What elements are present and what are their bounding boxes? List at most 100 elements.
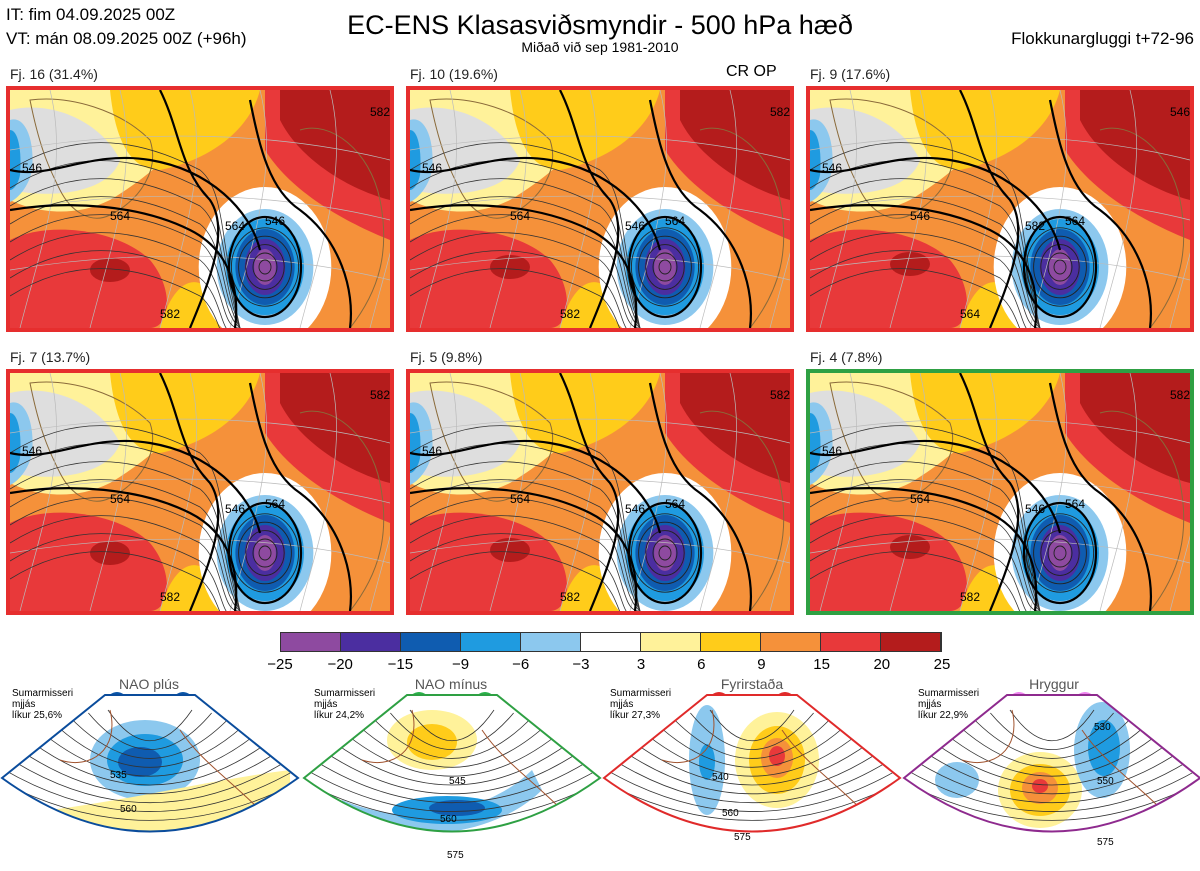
contour-label: 535 (110, 770, 127, 781)
contour-label: 546 (1025, 502, 1045, 516)
colorbar-tick-label: −3 (572, 656, 590, 673)
anomaly-field (810, 130, 821, 190)
anomaly-field (769, 746, 785, 766)
contour-label: 546 (1170, 105, 1190, 119)
cluster-panel[interactable]: 546 564 564 582 546 582 (406, 369, 794, 615)
height-contour (311, 724, 593, 786)
anomaly-field (490, 255, 530, 279)
anomaly-field (1016, 851, 1048, 861)
panel-map: 546 564 564 582 546 582 (410, 90, 790, 328)
height-contour (350, 718, 554, 768)
colorbar-tick-label: −20 (327, 656, 353, 673)
height-contour (238, 521, 292, 585)
anomaly-field (254, 535, 276, 571)
height-contour-thick (410, 439, 662, 534)
anomaly-field (280, 90, 390, 200)
contour-label: 560 (440, 814, 457, 825)
contour-label: 582 (1170, 388, 1190, 402)
panel-label: Fj. 4 (7.8%) (810, 349, 883, 365)
contour-label: 546 (422, 161, 442, 175)
grid-line (410, 418, 790, 444)
contour-label: 582 (560, 590, 580, 604)
grid-line (1099, 373, 1137, 611)
cluster-panel[interactable]: 546 564 564 582 546 582 (406, 86, 794, 332)
anomaly-field (90, 541, 130, 565)
height-contour (810, 268, 1040, 328)
panel-map: 546 546 564 564 582 546 (810, 90, 1190, 328)
cluster-panel[interactable]: 546 564 564 582 546 582 (806, 369, 1194, 615)
height-contour (409, 709, 495, 742)
height-contour (238, 235, 292, 299)
grid-line (769, 252, 790, 328)
colorbar-swatch (641, 633, 701, 651)
height-contour-thick (810, 487, 1038, 611)
grid-line (1029, 373, 1067, 611)
contour-label: 545 (449, 776, 466, 787)
height-contour (638, 235, 692, 299)
contour-label: 546 (910, 209, 930, 223)
colorbar-swatch (281, 633, 341, 651)
height-contour (10, 214, 241, 328)
height-contour (990, 712, 1114, 750)
height-contour-thick (10, 156, 262, 251)
height-contour (304, 727, 600, 795)
height-contour (611, 724, 893, 786)
contour-label: 564 (910, 492, 930, 506)
contour-label: 564 (510, 492, 530, 506)
grid-line (19, 373, 57, 611)
height-contour (410, 196, 641, 328)
height-contour (410, 533, 640, 611)
coastline (699, 127, 785, 328)
contour-label: 582 (960, 590, 980, 604)
contour-label: 546 (422, 444, 442, 458)
height-contour (810, 196, 1041, 328)
coastline (661, 709, 715, 764)
contour-label: 564 (1065, 214, 1085, 228)
anomaly-field (10, 413, 21, 473)
height-contour (652, 252, 678, 282)
cluster-panel[interactable]: 546 564 564 582 546 582 (6, 369, 394, 615)
panel-map: 546 564 564 582 546 582 (810, 373, 1190, 611)
height-contour (810, 178, 1041, 328)
height-contour (950, 718, 1154, 768)
grid-line (410, 255, 790, 281)
anomaly-field (118, 747, 162, 777)
colorbar-swatch (341, 633, 401, 651)
height-contour (810, 533, 1040, 611)
grid-line (10, 255, 390, 281)
height-contour (10, 479, 241, 611)
grid-line (699, 373, 737, 611)
height-contour-thick (410, 204, 638, 328)
contour-label: 582 (370, 105, 390, 119)
grid-line (299, 373, 337, 611)
contour-label: 560 (120, 804, 137, 815)
colorbar-swatch (881, 633, 941, 651)
cluster-panel[interactable]: 546 546 564 564 582 546 (806, 86, 1194, 332)
height-contour (410, 425, 641, 611)
contour-label: 564 (665, 214, 685, 228)
anomaly-field (1049, 249, 1071, 285)
height-contour (258, 545, 272, 561)
contour-label: 564 (110, 492, 130, 506)
height-contour (630, 227, 700, 307)
height-contour (810, 497, 1041, 611)
height-contour (245, 530, 285, 576)
contour-label: 564 (1065, 497, 1085, 511)
regime-maps: 535 560 545 560 575 540 560 575 530 550 575 (0, 692, 1200, 861)
grid-line (159, 90, 197, 328)
height-contour-thick (1048, 99, 1152, 328)
anomaly-field (935, 762, 979, 798)
panel-map: 546 564 564 582 546 582 (10, 373, 390, 611)
height-contour (970, 715, 1134, 759)
height-contour-thick (410, 156, 662, 251)
contour-label: 546 (822, 444, 842, 458)
contour-label: 575 (447, 850, 464, 861)
height-contour (410, 250, 640, 328)
grid-line (699, 90, 737, 328)
anomaly-field (410, 512, 567, 611)
cluster-panel[interactable]: 546 564 546 582 564 582 (6, 86, 394, 332)
height-contour (1025, 513, 1095, 593)
anomaly-field (10, 512, 167, 611)
height-contour (631, 721, 873, 777)
panel-label: Fj. 10 (19.6%) (410, 66, 498, 82)
